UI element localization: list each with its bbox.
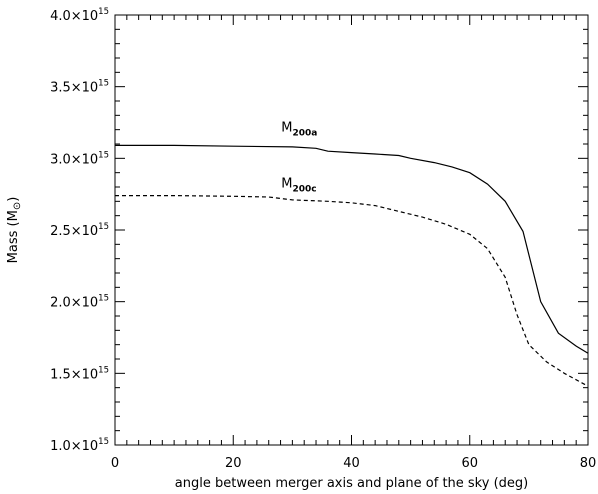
plot-frame xyxy=(114,14,589,446)
y-tick-label: 3.5×1015 xyxy=(50,79,109,96)
series-line-m200a xyxy=(115,144,589,354)
x-axis-label: angle between merger axis and plane of t… xyxy=(175,476,528,491)
x-tick-label: 0 xyxy=(111,456,119,471)
x-tick-label: 40 xyxy=(343,456,360,471)
x-tick-label: 20 xyxy=(225,456,242,471)
x-tick-label: 80 xyxy=(580,456,597,471)
y-tick-label: 2.0×1015 xyxy=(50,294,109,311)
y-tick-label: 4.0×1015 xyxy=(50,7,109,24)
series-line-m200c xyxy=(115,195,589,387)
axes-layer: 0 20 40 60 80 1.0×1015 1.5×1015 2.0×1015 2.5×101… xyxy=(50,7,596,471)
y-tick-label: 1.0×1015 xyxy=(50,437,109,454)
y-axis-label: Mass (M⊙) xyxy=(6,197,23,264)
series-label-m200c: M200c xyxy=(281,176,316,194)
y-tick-label: 1.5×1015 xyxy=(50,365,109,382)
series-label-m200a: M200a xyxy=(281,120,317,138)
x-tick-label: 60 xyxy=(461,456,478,471)
y-tick-label: 3.0×1015 xyxy=(50,150,109,167)
series-labels-layer: M200a M200c xyxy=(281,120,317,194)
y-tick-label: 2.5×1015 xyxy=(50,222,109,239)
series-layer xyxy=(115,144,589,387)
